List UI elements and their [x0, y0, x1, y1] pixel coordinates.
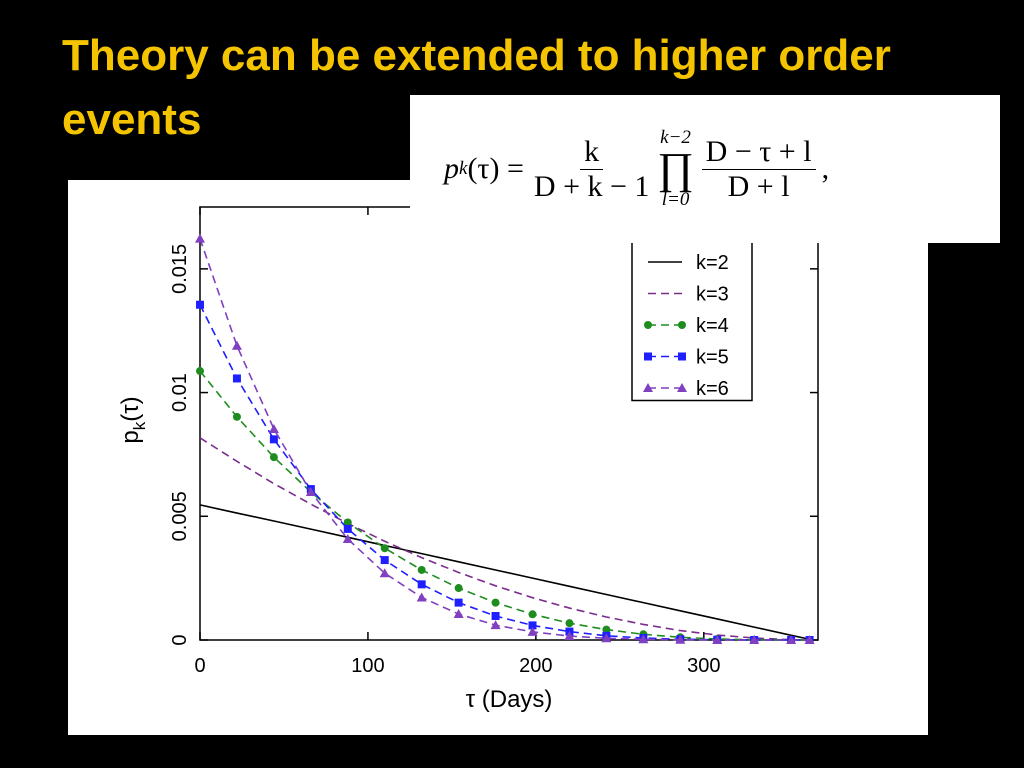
series-line [199, 437, 810, 641]
marker [343, 524, 352, 533]
legend-marker [678, 321, 686, 329]
marker [527, 626, 538, 636]
marker [196, 300, 204, 309]
y-label-base: p [117, 430, 144, 443]
series-line [199, 504, 810, 641]
chart: τ (Days) pk(τ) 0 100 200 300 0 0.005 0.01 0.015… [68, 180, 928, 735]
marker [453, 609, 464, 619]
marker [416, 592, 427, 602]
y-label-arg: (τ) [117, 396, 144, 421]
marker [490, 620, 501, 630]
marker [269, 435, 278, 444]
marker [528, 621, 537, 630]
formula-sub: k [459, 158, 468, 179]
x-tick-label: 300 [687, 655, 720, 677]
product-upper: k−2 [660, 127, 691, 148]
numerator: k [580, 135, 604, 170]
marker [602, 625, 611, 634]
marker [268, 423, 279, 433]
marker [786, 635, 797, 644]
marker [379, 568, 390, 578]
marker [454, 598, 463, 607]
series-line [199, 304, 810, 641]
legend-box [631, 222, 753, 402]
legend-marker [644, 352, 652, 361]
marker [601, 633, 612, 643]
legend-label: k=3 [696, 284, 729, 306]
marker [638, 634, 649, 644]
legend-label: k=2 [696, 252, 729, 274]
marker [417, 565, 426, 574]
marker [380, 544, 389, 553]
marker [232, 412, 241, 421]
marker [675, 634, 686, 644]
legend-label: k=5 [696, 347, 729, 369]
y-tick-label: 0.005 [169, 491, 191, 541]
legend-marker [644, 321, 652, 329]
slide-title: Theory can be extended to higher order e… [62, 31, 891, 144]
numerator: D − τ + l [701, 135, 816, 170]
marker [343, 518, 352, 527]
marker [195, 233, 205, 243]
marker [231, 340, 242, 350]
chart-background [68, 180, 928, 735]
y-tick-label: 0.015 [169, 244, 191, 294]
y-tick-label: 0 [169, 634, 191, 645]
series-line [199, 370, 810, 641]
y-axis-label: pk(τ) [117, 396, 149, 443]
marker [454, 584, 463, 593]
marker [564, 631, 575, 641]
product-symbol: ∏ [657, 144, 694, 193]
marker [196, 367, 204, 376]
marker [380, 556, 389, 565]
x-tick-label: 0 [194, 655, 205, 677]
marker [528, 610, 537, 619]
denominator: D + k − 1 [533, 169, 650, 203]
product: k−2 ∏ l=0 [657, 127, 693, 211]
x-tick-label: 100 [351, 655, 384, 677]
legend-marker [643, 383, 653, 392]
marker [342, 534, 353, 544]
formula-p: p [444, 152, 459, 185]
marker [491, 598, 500, 607]
x-tick-label: 200 [519, 655, 552, 677]
legend-label: k=4 [696, 315, 729, 337]
formula-tail: , [821, 152, 830, 185]
marker [565, 619, 574, 628]
y-tick-label: 0.01 [169, 373, 191, 412]
marker [749, 635, 760, 644]
marker [712, 635, 723, 644]
marker [417, 580, 426, 589]
marker [804, 635, 815, 644]
x-axis-label: τ (Days) [466, 686, 553, 713]
legend-label: k=6 [696, 378, 729, 400]
product-lower: l=0 [661, 189, 690, 210]
formula-lhs: (τ) = [467, 152, 524, 185]
legend-marker [677, 383, 687, 392]
legend-marker [678, 352, 686, 361]
marker [305, 487, 316, 497]
denominator: D + l [727, 169, 790, 203]
marker [491, 611, 500, 620]
marker [269, 453, 278, 462]
y-label-sub: k [130, 421, 149, 430]
marker [232, 374, 241, 383]
series-line [199, 238, 810, 641]
